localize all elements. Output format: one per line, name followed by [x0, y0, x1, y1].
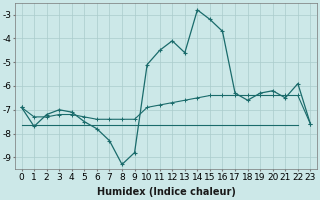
X-axis label: Humidex (Indice chaleur): Humidex (Indice chaleur) [97, 187, 236, 197]
